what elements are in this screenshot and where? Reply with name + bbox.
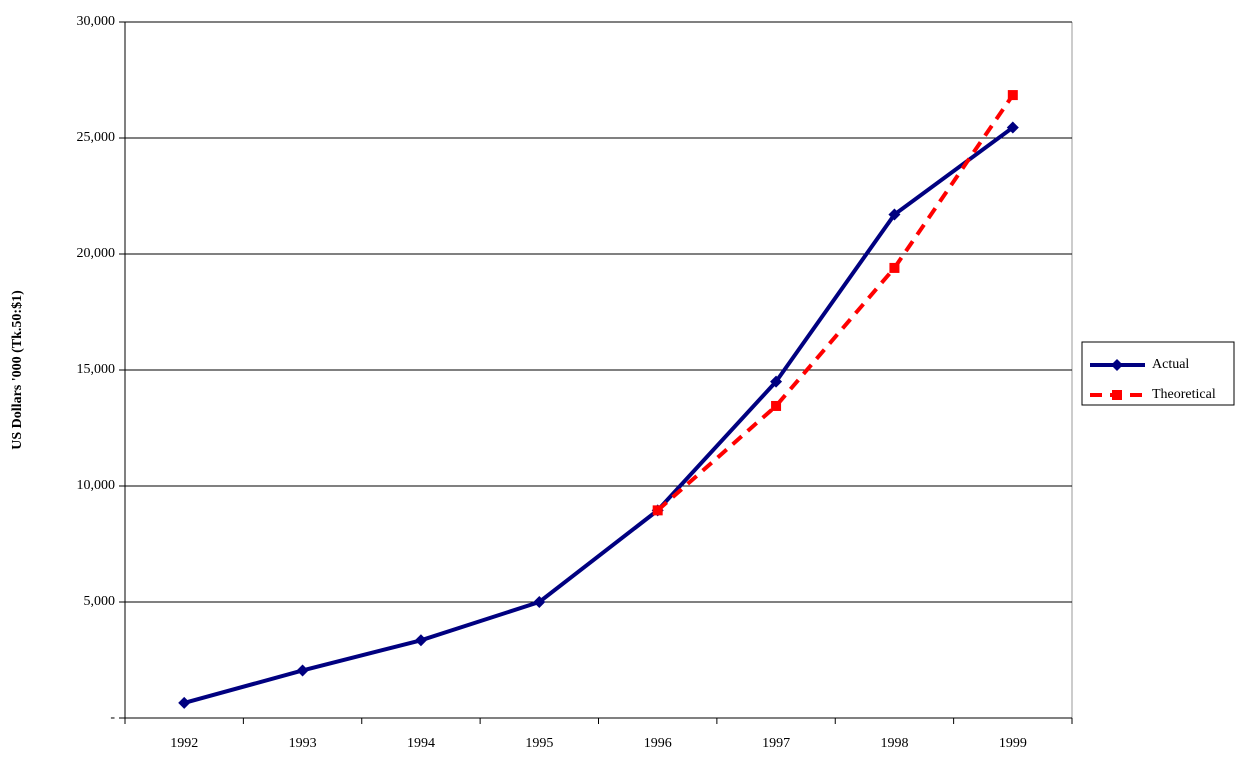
x-tick-label: 1993	[289, 736, 317, 751]
series-line	[183, 125, 1014, 705]
y-tick-label: 25,000	[77, 130, 116, 145]
legend-box	[1081, 341, 1235, 406]
x-tick-label: 1992	[170, 736, 198, 751]
data-point	[1006, 121, 1019, 134]
data-point	[770, 375, 783, 388]
data-point	[533, 596, 546, 608]
data-point	[888, 208, 901, 221]
legend-marker	[1112, 390, 1122, 400]
x-tick-label: 1999	[999, 736, 1027, 751]
series-line	[656, 93, 1015, 512]
y-tick-label: 30,000	[77, 14, 116, 29]
x-tick-label: 1997	[762, 736, 790, 751]
x-tick-label: 1995	[525, 736, 553, 751]
data-point	[296, 664, 309, 677]
y-tick-label: 20,000	[77, 246, 116, 261]
y-tick-label: 5,000	[84, 594, 116, 609]
y-tick-label: -	[110, 710, 115, 725]
x-tick-label: 1996	[644, 736, 672, 751]
legend-marker	[1111, 359, 1123, 371]
data-point	[652, 505, 663, 516]
x-tick-label: 1994	[407, 736, 435, 751]
legend-label: Theoretical	[1152, 387, 1216, 402]
data-point	[889, 262, 900, 273]
data-point	[178, 696, 191, 709]
data-point	[414, 634, 427, 647]
x-tick-label: 1998	[880, 736, 908, 751]
data-point	[1007, 90, 1018, 101]
data-point	[771, 400, 782, 411]
legend-label: Actual	[1152, 357, 1189, 372]
y-tick-label: 15,000	[77, 362, 116, 377]
y-axis-label: US Dollars '000 (Tk.50:$1)	[10, 290, 25, 450]
y-tick-label: 10,000	[77, 478, 116, 493]
